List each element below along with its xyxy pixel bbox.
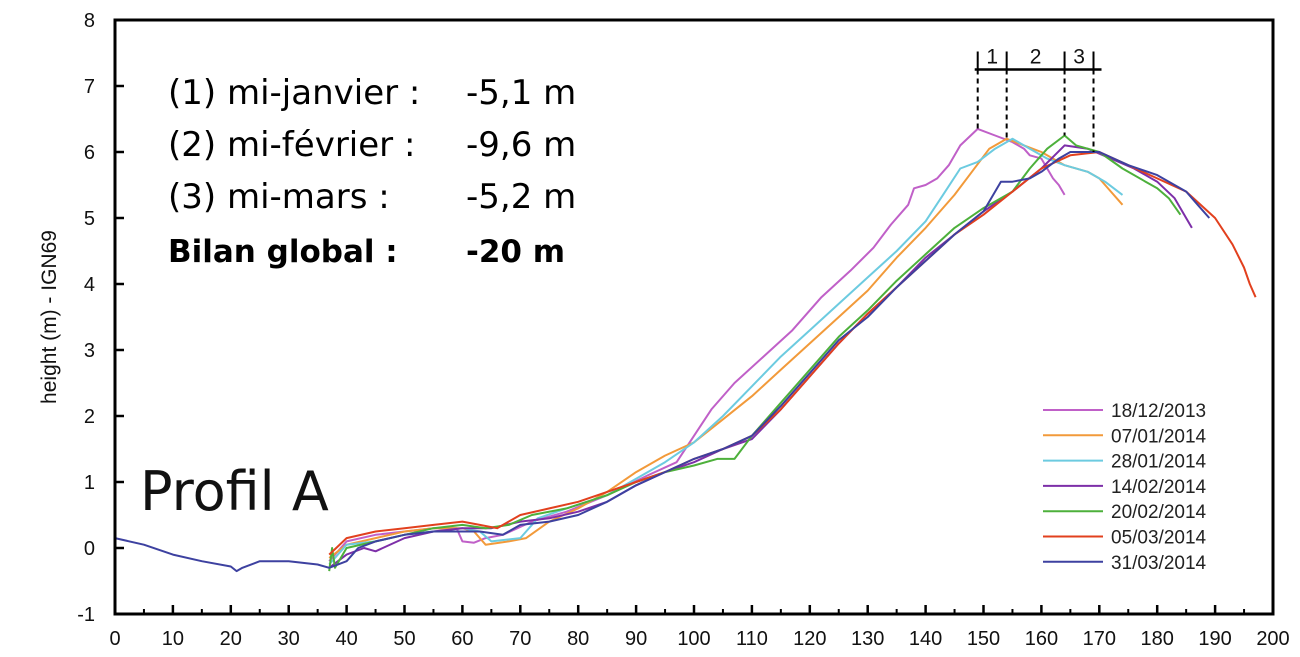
- x-tick-label: 150: [967, 628, 1000, 650]
- zone-label-3: 3: [1073, 46, 1085, 69]
- series-line-3: [328, 137, 1124, 566]
- annotation-line-3-value: -5,2 m: [466, 177, 576, 217]
- x-tick-label: 0: [109, 628, 120, 650]
- annotation-line-1-label: (1) mi-janvier :: [168, 73, 420, 113]
- y-tick-label: 7: [84, 76, 95, 98]
- x-tick-label: 80: [567, 628, 589, 650]
- y-tick-label: 1: [84, 472, 95, 494]
- y-axis-label: height (m) - IGN69: [38, 230, 61, 404]
- x-tick-label: 20: [220, 628, 242, 650]
- y-tick-label: 2: [84, 406, 95, 428]
- annotation-line-3-label: (3) mi-mars :: [168, 177, 390, 217]
- x-tick-label: 160: [1025, 628, 1058, 650]
- legend-label-3: 28/01/2014: [1111, 452, 1207, 473]
- x-tick-label: 120: [793, 628, 826, 650]
- series-line-2: [328, 137, 1124, 559]
- legend-label-5: 20/02/2014: [1111, 502, 1207, 523]
- series-line-5: [328, 134, 1182, 572]
- retreat-indicator: 1 2 3: [974, 46, 1102, 152]
- legend-label-2: 07/01/2014: [1111, 426, 1207, 447]
- y-tick-label: -1: [77, 604, 95, 626]
- profile-label: Profil A: [140, 460, 329, 523]
- legend: 18/12/2013 07/01/2014 28/01/2014 14/02/2014…: [1043, 401, 1207, 574]
- x-tick-label: 40: [335, 628, 357, 650]
- series-line-4: [328, 144, 1193, 569]
- series-line-1: [328, 127, 1066, 562]
- series-line-7: [114, 151, 1211, 573]
- annotation-line-1-value: -5,1 m: [466, 73, 576, 113]
- x-tick-label: 30: [278, 628, 300, 650]
- y-tick-label: 6: [84, 142, 95, 164]
- zone-label-1: 1: [986, 46, 998, 69]
- annotation-block: (1) mi-janvier : -5,1 m (2) mi-février :…: [168, 73, 576, 270]
- y-tick-label: 0: [84, 538, 95, 560]
- x-tick-label: 60: [451, 628, 473, 650]
- x-tick-label: 130: [851, 628, 884, 650]
- y-tick-label: 5: [84, 208, 95, 230]
- legend-label-1: 18/12/2013: [1111, 401, 1206, 422]
- annotation-total-label: Bilan global :: [168, 234, 398, 270]
- series-line-6: [328, 151, 1257, 556]
- annotation-line-2-value: -9,6 m: [466, 125, 576, 165]
- legend-label-4: 14/02/2014: [1111, 477, 1207, 498]
- x-tick-label: 180: [1141, 628, 1174, 650]
- x-tick-label: 90: [625, 628, 647, 650]
- x-tick-label: 100: [677, 628, 710, 650]
- x-tick-label: 200: [1256, 628, 1289, 650]
- annotation-total-value: -20 m: [466, 234, 565, 270]
- x-tick-label: 170: [1083, 628, 1116, 650]
- y-tick-label: 8: [84, 10, 95, 32]
- series-layer: [114, 127, 1257, 573]
- x-tick-label: 140: [909, 628, 942, 650]
- y-tick-label: 4: [84, 274, 95, 296]
- x-tick-label: 50: [393, 628, 415, 650]
- x-tick-label: 10: [162, 628, 184, 650]
- legend-label-6: 05/03/2014: [1111, 528, 1207, 549]
- x-tick-label: 70: [509, 628, 531, 650]
- zone-label-2: 2: [1030, 46, 1042, 69]
- y-tick-label: 3: [84, 340, 95, 362]
- x-tick-label: 190: [1198, 628, 1231, 650]
- legend-label-7: 31/03/2014: [1111, 553, 1207, 574]
- axes-layer: 0 10 20 30 40 50 60 70 80 90 100 110 120 130 140 150 160…: [38, 10, 1290, 650]
- x-tick-label: 110: [736, 628, 768, 650]
- annotation-line-2-label: (2) mi-février :: [168, 125, 415, 165]
